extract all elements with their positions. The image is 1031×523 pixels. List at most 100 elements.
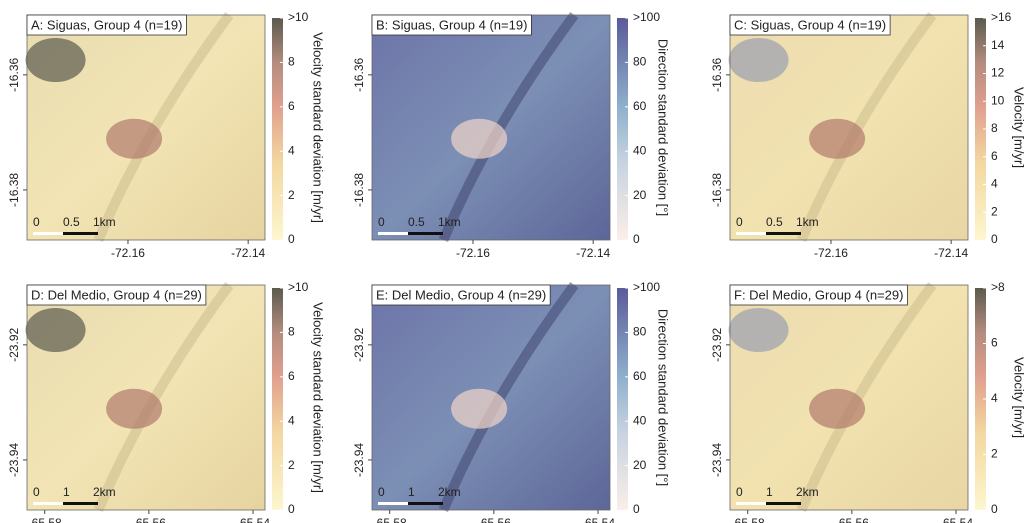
scale-label: 1 [766,485,773,499]
scale-label: 1km [438,215,461,229]
map-feature [106,118,163,159]
colorbar-tick-label: 0 [633,232,640,246]
x-tick-label: -72.14 [231,246,265,260]
map-feature [106,388,163,429]
colorbar [617,18,628,240]
colorbar-tick-label: 60 [633,99,647,113]
map-feature [451,388,508,429]
colorbar-tick-label: 12 [991,66,1005,80]
colorbar-tick-label: 40 [633,413,647,427]
colorbar-tick-label: 0 [288,232,295,246]
colorbar-tick-label: 60 [633,369,647,383]
panel-title: E: Del Medio, Group 4 (n=29) [376,287,546,302]
colorbar-tick-label: 4 [991,391,998,405]
map-feature [25,308,86,352]
y-tick-label: -16.36 [710,58,724,92]
x-tick-label: -65.54 [581,516,615,523]
x-tick-label: -65.56 [132,516,166,523]
scale-label: 1 [408,485,415,499]
colorbar-tick-label: 0 [991,502,998,516]
colorbar-label: Velocity standard deviation [m/yr] [311,32,326,223]
scale-label: 0 [736,485,743,499]
y-tick-label: -23.92 [352,328,366,362]
colorbar [975,288,986,510]
colorbar-tick-label: 4 [991,177,998,191]
y-tick-label: -16.36 [352,58,366,92]
colorbar-tick-label: >100 [633,280,660,294]
panel-title: F: Del Medio, Group 4 (n=29) [734,287,903,302]
y-tick-label: -16.38 [710,173,724,207]
colorbar-tick-label: 4 [288,413,295,427]
scale-label: 0 [378,215,385,229]
y-tick-label: -16.38 [352,173,366,207]
colorbar-tick-label: 2 [991,447,998,461]
x-tick-label: -65.54 [236,516,270,523]
scale-bar [408,232,443,235]
title-box [729,14,891,36]
map-feature [451,118,508,159]
x-tick-label: -65.58 [373,516,407,523]
colorbar-tick-label: 20 [633,458,647,472]
y-tick-label: -16.38 [7,173,21,207]
y-tick-label: -23.94 [352,443,366,477]
x-tick-label: -65.54 [939,516,973,523]
colorbar-tick-label: 0 [633,502,640,516]
colorbar-tick-label: 8 [288,325,295,339]
panel-title: B: Siguas, Group 4 (n=19) [376,17,527,32]
map-feature [728,308,789,352]
scale-label: 0.5 [766,215,783,229]
colorbar-tick-label: 6 [991,336,998,350]
scale-label: 0.5 [408,215,425,229]
colorbar-tick-label: 10 [991,93,1005,107]
colorbar-label: Velocity standard deviation [m/yr] [311,302,326,493]
colorbar-label: Direction standard deviation [°] [656,39,671,216]
y-tick-label: -23.94 [7,443,21,477]
colorbar-label: Velocity [m/yr] [1012,87,1027,168]
colorbar-tick-label: 2 [288,458,295,472]
colorbar-tick-label: 8 [991,121,998,135]
colorbar-tick-label: 6 [288,99,295,113]
scale-bar [378,502,408,505]
title-box [26,14,187,36]
colorbar-tick-label: >10 [288,280,309,294]
x-tick-label: -72.14 [934,246,968,260]
colorbar-tick-label: 14 [991,38,1005,52]
colorbar [272,288,283,510]
colorbar-tick-label: >8 [991,280,1005,294]
scale-bar [63,232,98,235]
colorbar-tick-label: 80 [633,325,647,339]
colorbar-tick-label: 2 [991,204,998,218]
scale-label: 0 [378,485,385,499]
colorbar-label: Direction standard deviation [°] [656,309,671,486]
colorbar-tick-label: 8 [288,55,295,69]
scale-label: 0 [736,215,743,229]
scale-bar [736,232,766,235]
scale-bar [766,502,801,505]
scale-label: 0 [33,485,40,499]
map-feature [728,38,789,82]
x-tick-label: -65.58 [28,516,62,523]
panel-title: C: Siguas, Group 4 (n=19) [734,17,886,32]
x-tick-label: -72.16 [814,246,848,260]
y-tick-label: -23.92 [7,328,21,362]
colorbar-tick-label: 4 [288,143,295,157]
colorbar-tick-label: 0 [991,232,998,246]
y-tick-label: -23.92 [710,328,724,362]
x-tick-label: -72.16 [456,246,490,260]
scale-label: 0.5 [63,215,80,229]
scale-bar [766,232,801,235]
colorbar-tick-label: 0 [288,502,295,516]
colorbar-tick-label: >100 [633,10,660,24]
scale-bar [33,502,63,505]
scale-label: 1km [93,215,116,229]
map-feature [809,388,866,429]
colorbar-tick-label: 20 [633,188,647,202]
colorbar-tick-label: 80 [633,55,647,69]
scale-label: 2km [438,485,461,499]
colorbar-tick-label: 6 [991,149,998,163]
scale-bar [736,502,766,505]
scale-label: 2km [796,485,819,499]
scale-label: 1km [796,215,819,229]
colorbar [975,18,986,240]
